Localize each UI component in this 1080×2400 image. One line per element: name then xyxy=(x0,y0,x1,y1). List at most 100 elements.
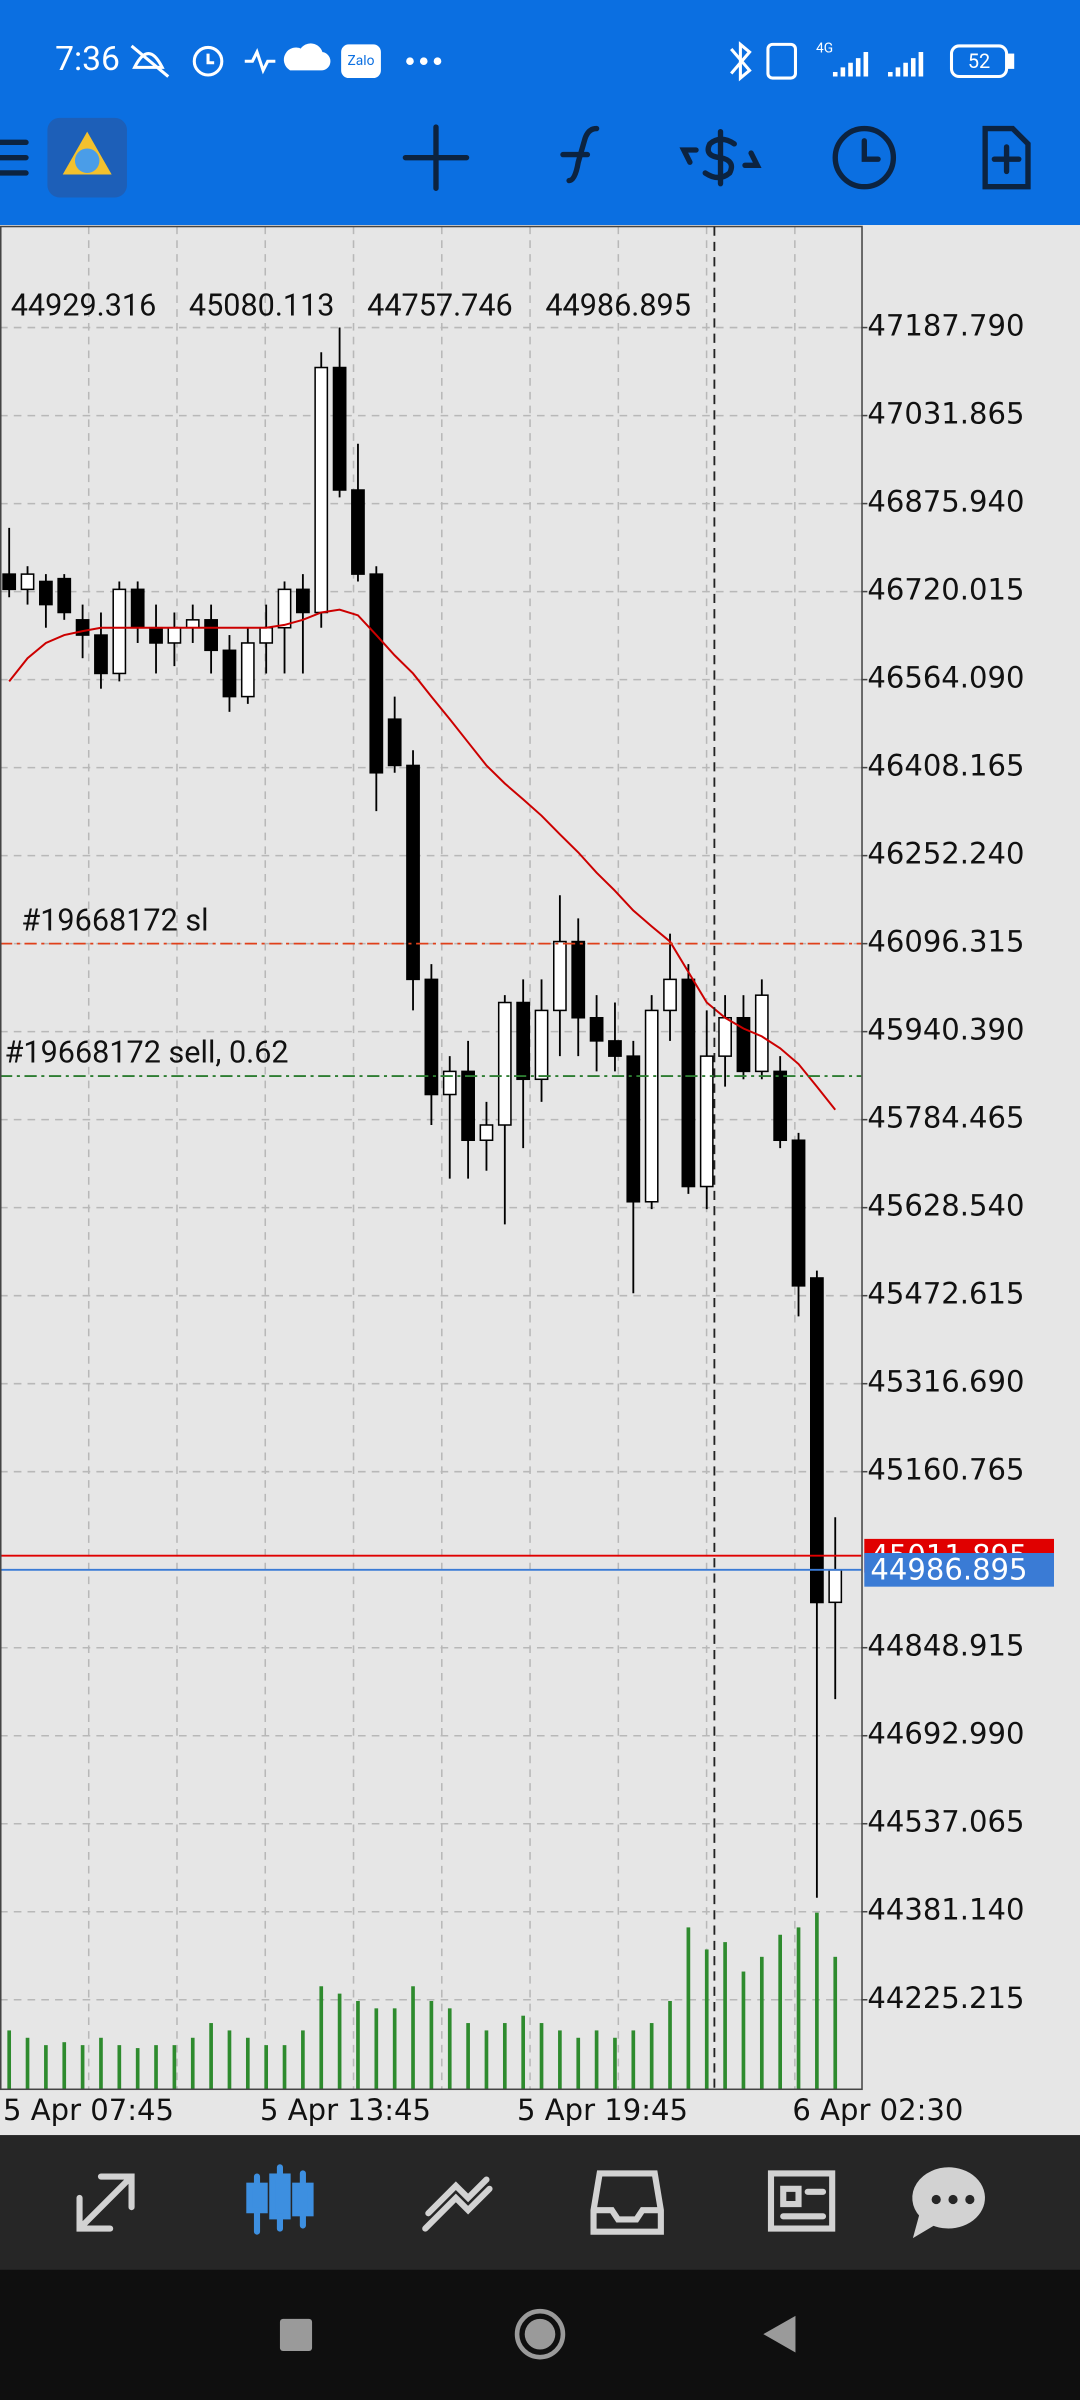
y-tick-label: 46564.090 xyxy=(867,661,1024,695)
volume-bar xyxy=(337,1993,342,2090)
price-tag xyxy=(864,1553,1054,1587)
volume-bar xyxy=(7,2030,12,2090)
volume-bar xyxy=(833,1956,838,2090)
candle-body xyxy=(39,580,53,606)
x-tick-label: 6 Apr 02:30 xyxy=(792,2093,963,2127)
chart-background xyxy=(0,225,1080,2136)
candle-body xyxy=(553,940,567,1012)
volume-bar xyxy=(796,1927,801,2090)
volume-bar xyxy=(649,2023,654,2090)
volume-bar xyxy=(704,1949,709,2090)
candle-body xyxy=(94,634,108,675)
volume-bar xyxy=(154,2045,158,2090)
candle-body xyxy=(663,978,677,1012)
candle-body xyxy=(644,1009,659,1203)
y-tick-label: 46408.165 xyxy=(867,749,1024,783)
volume-bar xyxy=(429,2000,434,2090)
home-button[interactable] xyxy=(514,2308,566,2360)
zalo-icon: Zalo xyxy=(348,53,375,69)
volume-bar xyxy=(135,2048,140,2090)
volume-bar xyxy=(25,2037,30,2090)
candle-body xyxy=(424,978,439,1096)
volume-bar xyxy=(759,1956,764,2090)
volume-bar xyxy=(227,2030,232,2090)
y-tick-label: 45940.390 xyxy=(867,1013,1024,1047)
y-tick-label: 44848.915 xyxy=(867,1629,1024,1663)
volume-bar xyxy=(668,2000,672,2090)
crosshair-button[interactable] xyxy=(402,124,470,191)
volume-bar xyxy=(686,1927,691,2090)
volume-bar xyxy=(558,2030,562,2090)
candle-body xyxy=(718,1016,732,1057)
back-button[interactable] xyxy=(763,2315,796,2353)
ohlc-low: 44757.746 xyxy=(367,289,513,324)
candle-body xyxy=(589,1016,604,1042)
candle-body xyxy=(534,1009,549,1081)
status-time: 7:36 xyxy=(55,40,120,79)
volume-bar xyxy=(631,2030,636,2090)
recents-button[interactable] xyxy=(279,2318,313,2352)
candle-body xyxy=(461,1070,475,1142)
volume-bar xyxy=(411,1986,415,2090)
quotes-tab[interactable] xyxy=(76,2173,135,2232)
x-tick-label: 5 Apr 19:45 xyxy=(517,2093,688,2127)
indicators-button[interactable] xyxy=(560,125,600,184)
volume-bar xyxy=(466,2023,470,2090)
trade-tab[interactable] xyxy=(422,2176,493,2232)
candle-body xyxy=(497,1001,512,1126)
history-button[interactable] xyxy=(832,125,897,190)
bottom-nav xyxy=(0,2135,1080,2270)
candle-body xyxy=(442,1070,457,1096)
candle-body xyxy=(259,626,274,644)
status-icons xyxy=(130,41,1015,82)
plot-border xyxy=(0,225,863,2091)
candle-body xyxy=(387,718,402,767)
candle-body xyxy=(828,1569,843,1604)
trade-button[interactable] xyxy=(679,128,762,187)
volume-bar xyxy=(190,2037,195,2090)
y-tick-label: 45472.615 xyxy=(867,1277,1024,1311)
chart-tab[interactable] xyxy=(246,2164,314,2235)
menu-button[interactable] xyxy=(0,139,29,176)
messages-tab[interactable] xyxy=(912,2167,985,2239)
volume-bar xyxy=(245,2037,250,2090)
candle-body xyxy=(185,619,200,629)
y-tick-label: 44692.990 xyxy=(867,1717,1024,1751)
candle-body xyxy=(296,588,310,614)
y-tick-label: 46720.015 xyxy=(867,573,1024,607)
candle-body xyxy=(571,940,586,1019)
candle-body xyxy=(479,1124,494,1142)
y-tick-label: 46096.315 xyxy=(867,925,1024,959)
volume-bar xyxy=(44,2045,48,2090)
volume-bar xyxy=(356,2000,360,2090)
volume-bar xyxy=(374,2008,379,2090)
candle-body xyxy=(149,626,163,644)
candle-body xyxy=(791,1139,806,1287)
news-tab[interactable] xyxy=(767,2170,836,2232)
y-tick-label: 45784.465 xyxy=(867,1101,1024,1135)
y-tick-label: 44381.140 xyxy=(867,1893,1024,1927)
volume-bar xyxy=(576,2037,581,2090)
volume-bar xyxy=(301,2030,305,2090)
app-logo[interactable] xyxy=(47,117,127,198)
volume-bar xyxy=(539,2023,544,2090)
history-tab[interactable] xyxy=(590,2170,664,2235)
y-tick-label: 45316.690 xyxy=(867,1365,1024,1399)
new-order-button[interactable] xyxy=(982,125,1031,190)
candle-body xyxy=(516,1001,531,1081)
ohlc-high: 45080.113 xyxy=(189,289,335,324)
candle-body xyxy=(57,577,72,614)
ohlc-close: 44986.895 xyxy=(545,289,691,324)
y-tick-label: 45628.540 xyxy=(867,1189,1024,1223)
volume-bar xyxy=(723,1942,727,2090)
candle-body xyxy=(626,1055,641,1203)
volume-bar xyxy=(815,1912,819,2090)
volume-bar xyxy=(282,2045,287,2090)
volume-bar xyxy=(502,2023,507,2090)
x-tick-label: 5 Apr 13:45 xyxy=(260,2093,431,2127)
candle-body xyxy=(773,1070,788,1142)
candle-body xyxy=(681,978,696,1188)
candle-body xyxy=(277,588,292,629)
price-tag-label: 44986.895 xyxy=(870,1552,1027,1586)
volume-bar xyxy=(613,2037,617,2090)
